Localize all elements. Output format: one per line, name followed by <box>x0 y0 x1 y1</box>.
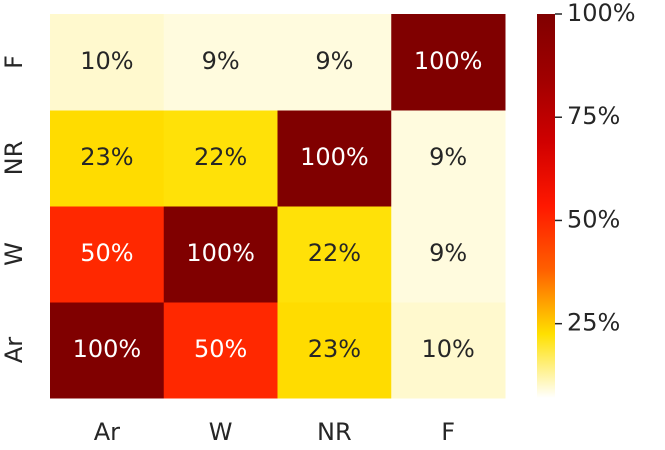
colorbar-tick-label: 50% <box>567 205 620 233</box>
y-tick-label: NR <box>0 141 28 176</box>
cell-label: 50% <box>194 335 247 363</box>
cell-label: 22% <box>194 143 247 171</box>
x-tick-label: Ar <box>94 418 120 446</box>
heatmap-cell <box>277 206 392 303</box>
cell-label: 9% <box>429 143 467 171</box>
heatmap-cell <box>50 302 165 399</box>
colorbar-tick-label: 25% <box>567 309 620 337</box>
heatmap-cell <box>391 302 506 399</box>
y-tick-label: W <box>0 242 28 266</box>
colorbar <box>537 14 555 398</box>
heatmap-cell <box>50 14 165 111</box>
cell-label: 100% <box>186 239 255 267</box>
cell-label: 23% <box>308 335 361 363</box>
cell-label: 23% <box>80 143 133 171</box>
heatmap-cell <box>391 110 506 207</box>
heatmap-cell <box>391 14 506 111</box>
cell-label: 100% <box>414 47 483 75</box>
cell-label: 10% <box>421 335 474 363</box>
heatmap-cell <box>163 206 278 303</box>
cell-label: 22% <box>308 239 361 267</box>
colorbar-tick-label: 100% <box>567 0 636 27</box>
heatmap-cell <box>277 302 392 399</box>
x-tick-label: W <box>209 418 233 446</box>
heatmap-cell <box>391 206 506 303</box>
cell-label: 9% <box>429 239 467 267</box>
heatmap-cell <box>163 110 278 207</box>
cell-label: 10% <box>80 47 133 75</box>
y-tick-label: Ar <box>0 337 28 363</box>
cell-label: 9% <box>315 47 353 75</box>
heatmap-cell <box>163 14 278 111</box>
cell-label: 9% <box>202 47 240 75</box>
heatmap-cell <box>277 110 392 207</box>
colorbar-tick-label: 75% <box>567 102 620 130</box>
heatmap-cell <box>50 110 165 207</box>
heatmap-cell <box>50 206 165 303</box>
y-tick-label: F <box>0 55 28 69</box>
heatmap-cell <box>277 14 392 111</box>
cell-label: 50% <box>80 239 133 267</box>
heatmap-cell <box>163 302 278 399</box>
cell-label: 100% <box>300 143 369 171</box>
cell-label: 100% <box>73 335 142 363</box>
x-tick-label: F <box>441 418 455 446</box>
x-tick-label: NR <box>317 418 352 446</box>
